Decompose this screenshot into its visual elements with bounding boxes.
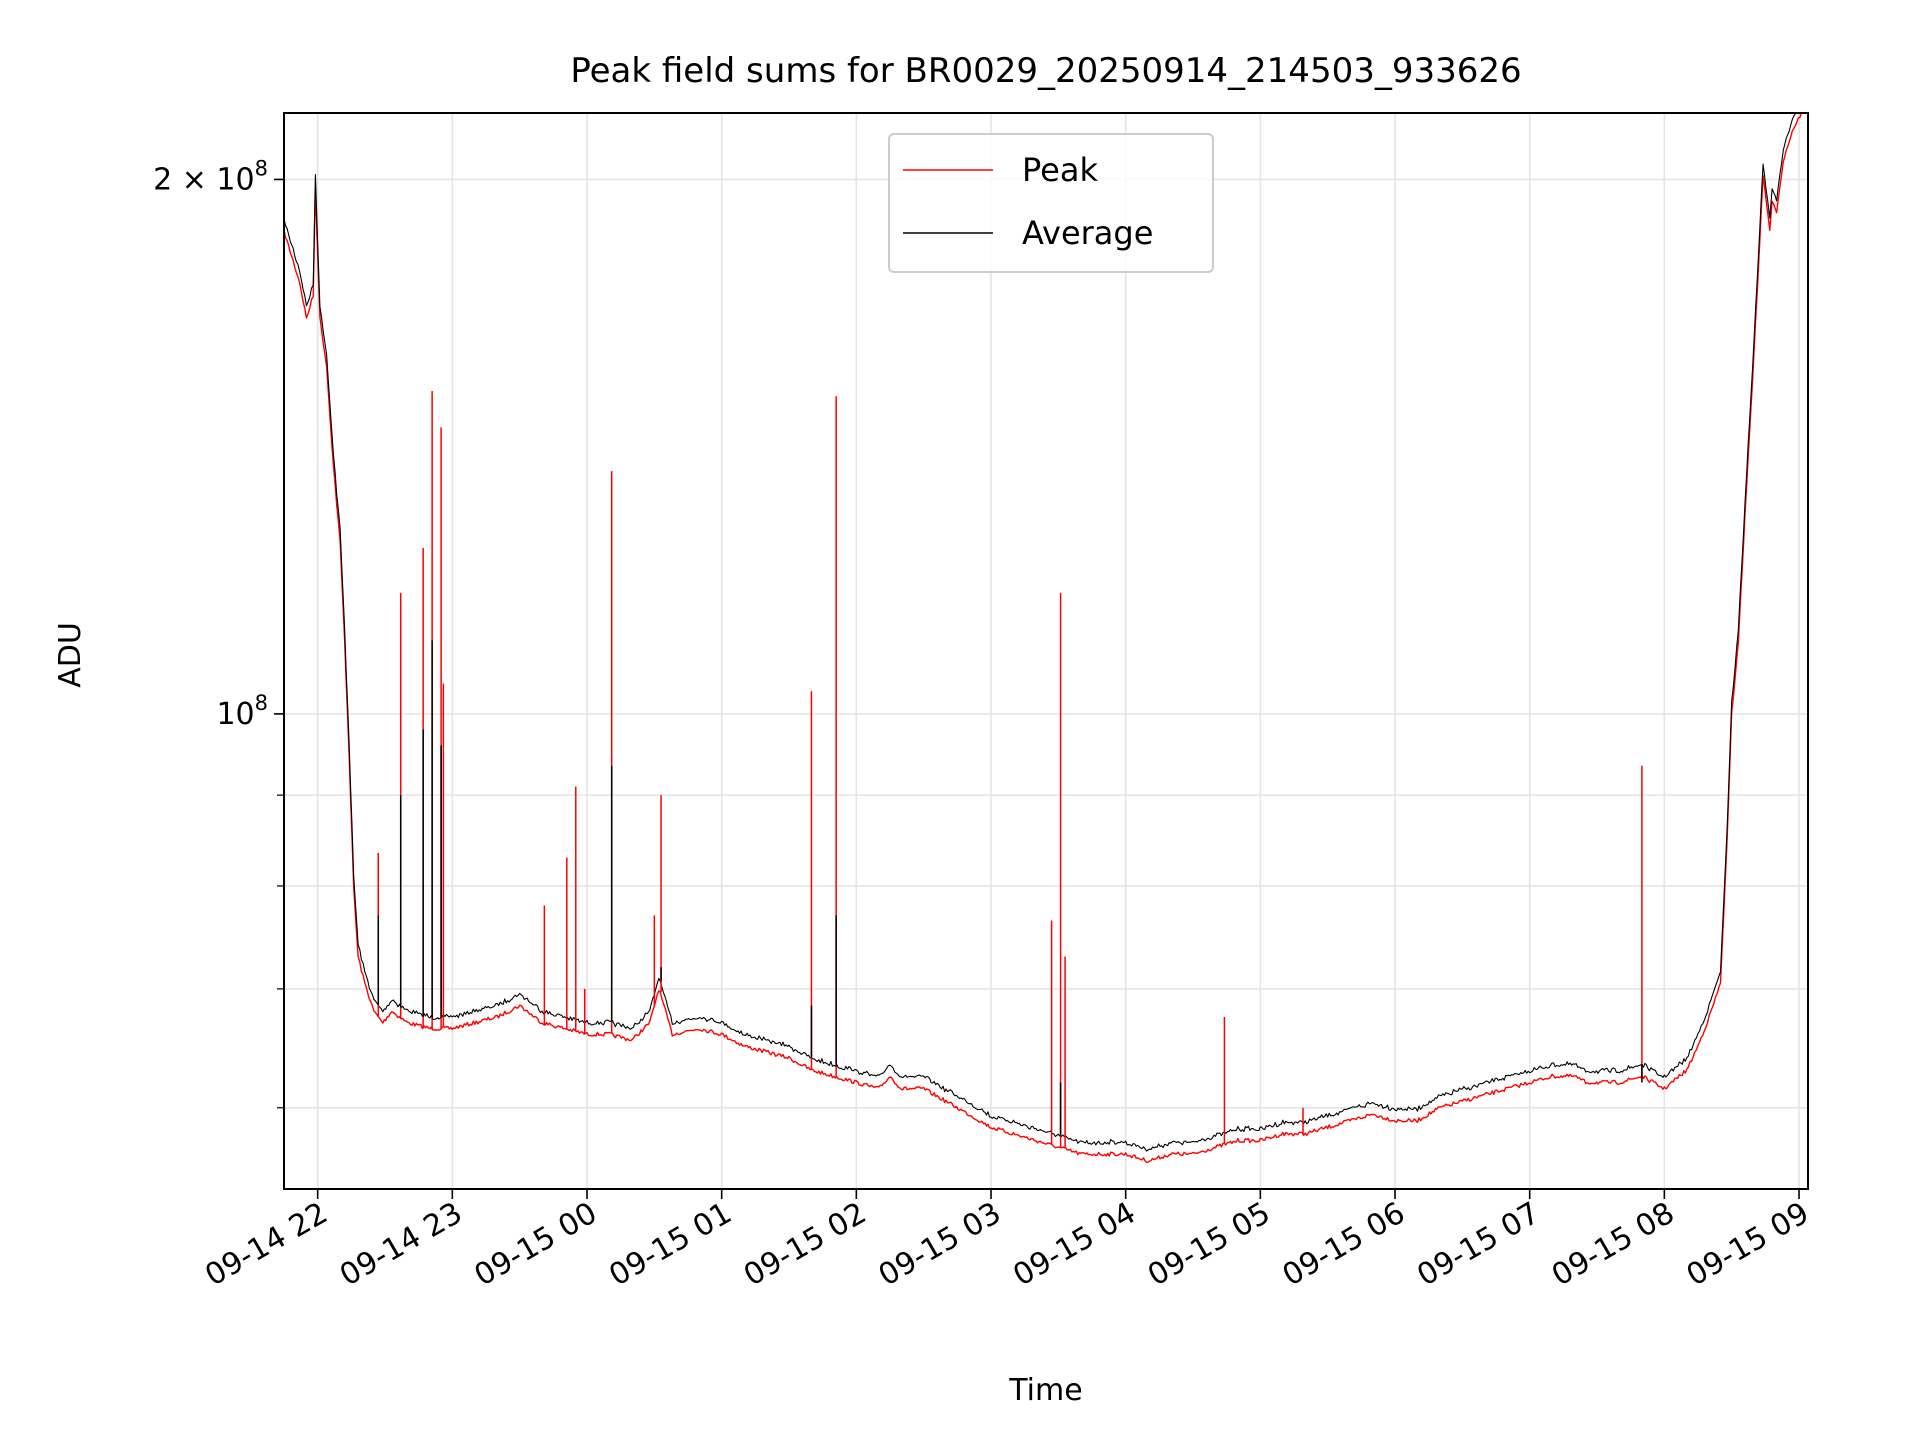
y-axis-label: ADU bbox=[53, 622, 88, 688]
series-line-average bbox=[284, 113, 1797, 1152]
chart-title: Peak field sums for BR0029_20250914_2145… bbox=[570, 51, 1521, 91]
legend: Peak Average bbox=[888, 133, 1214, 273]
grid-lines bbox=[284, 113, 1808, 1189]
plot-area-frame bbox=[283, 112, 1809, 1190]
legend-label-average: Average bbox=[1022, 214, 1153, 252]
legend-box bbox=[888, 133, 1214, 273]
legend-label-peak: Peak bbox=[1022, 151, 1098, 189]
series-layer bbox=[284, 113, 1808, 1164]
y-tick-label: 2 × 108 bbox=[153, 156, 268, 197]
series-line-peak bbox=[284, 113, 1808, 1164]
x-axis-label: Time bbox=[1008, 1373, 1082, 1408]
